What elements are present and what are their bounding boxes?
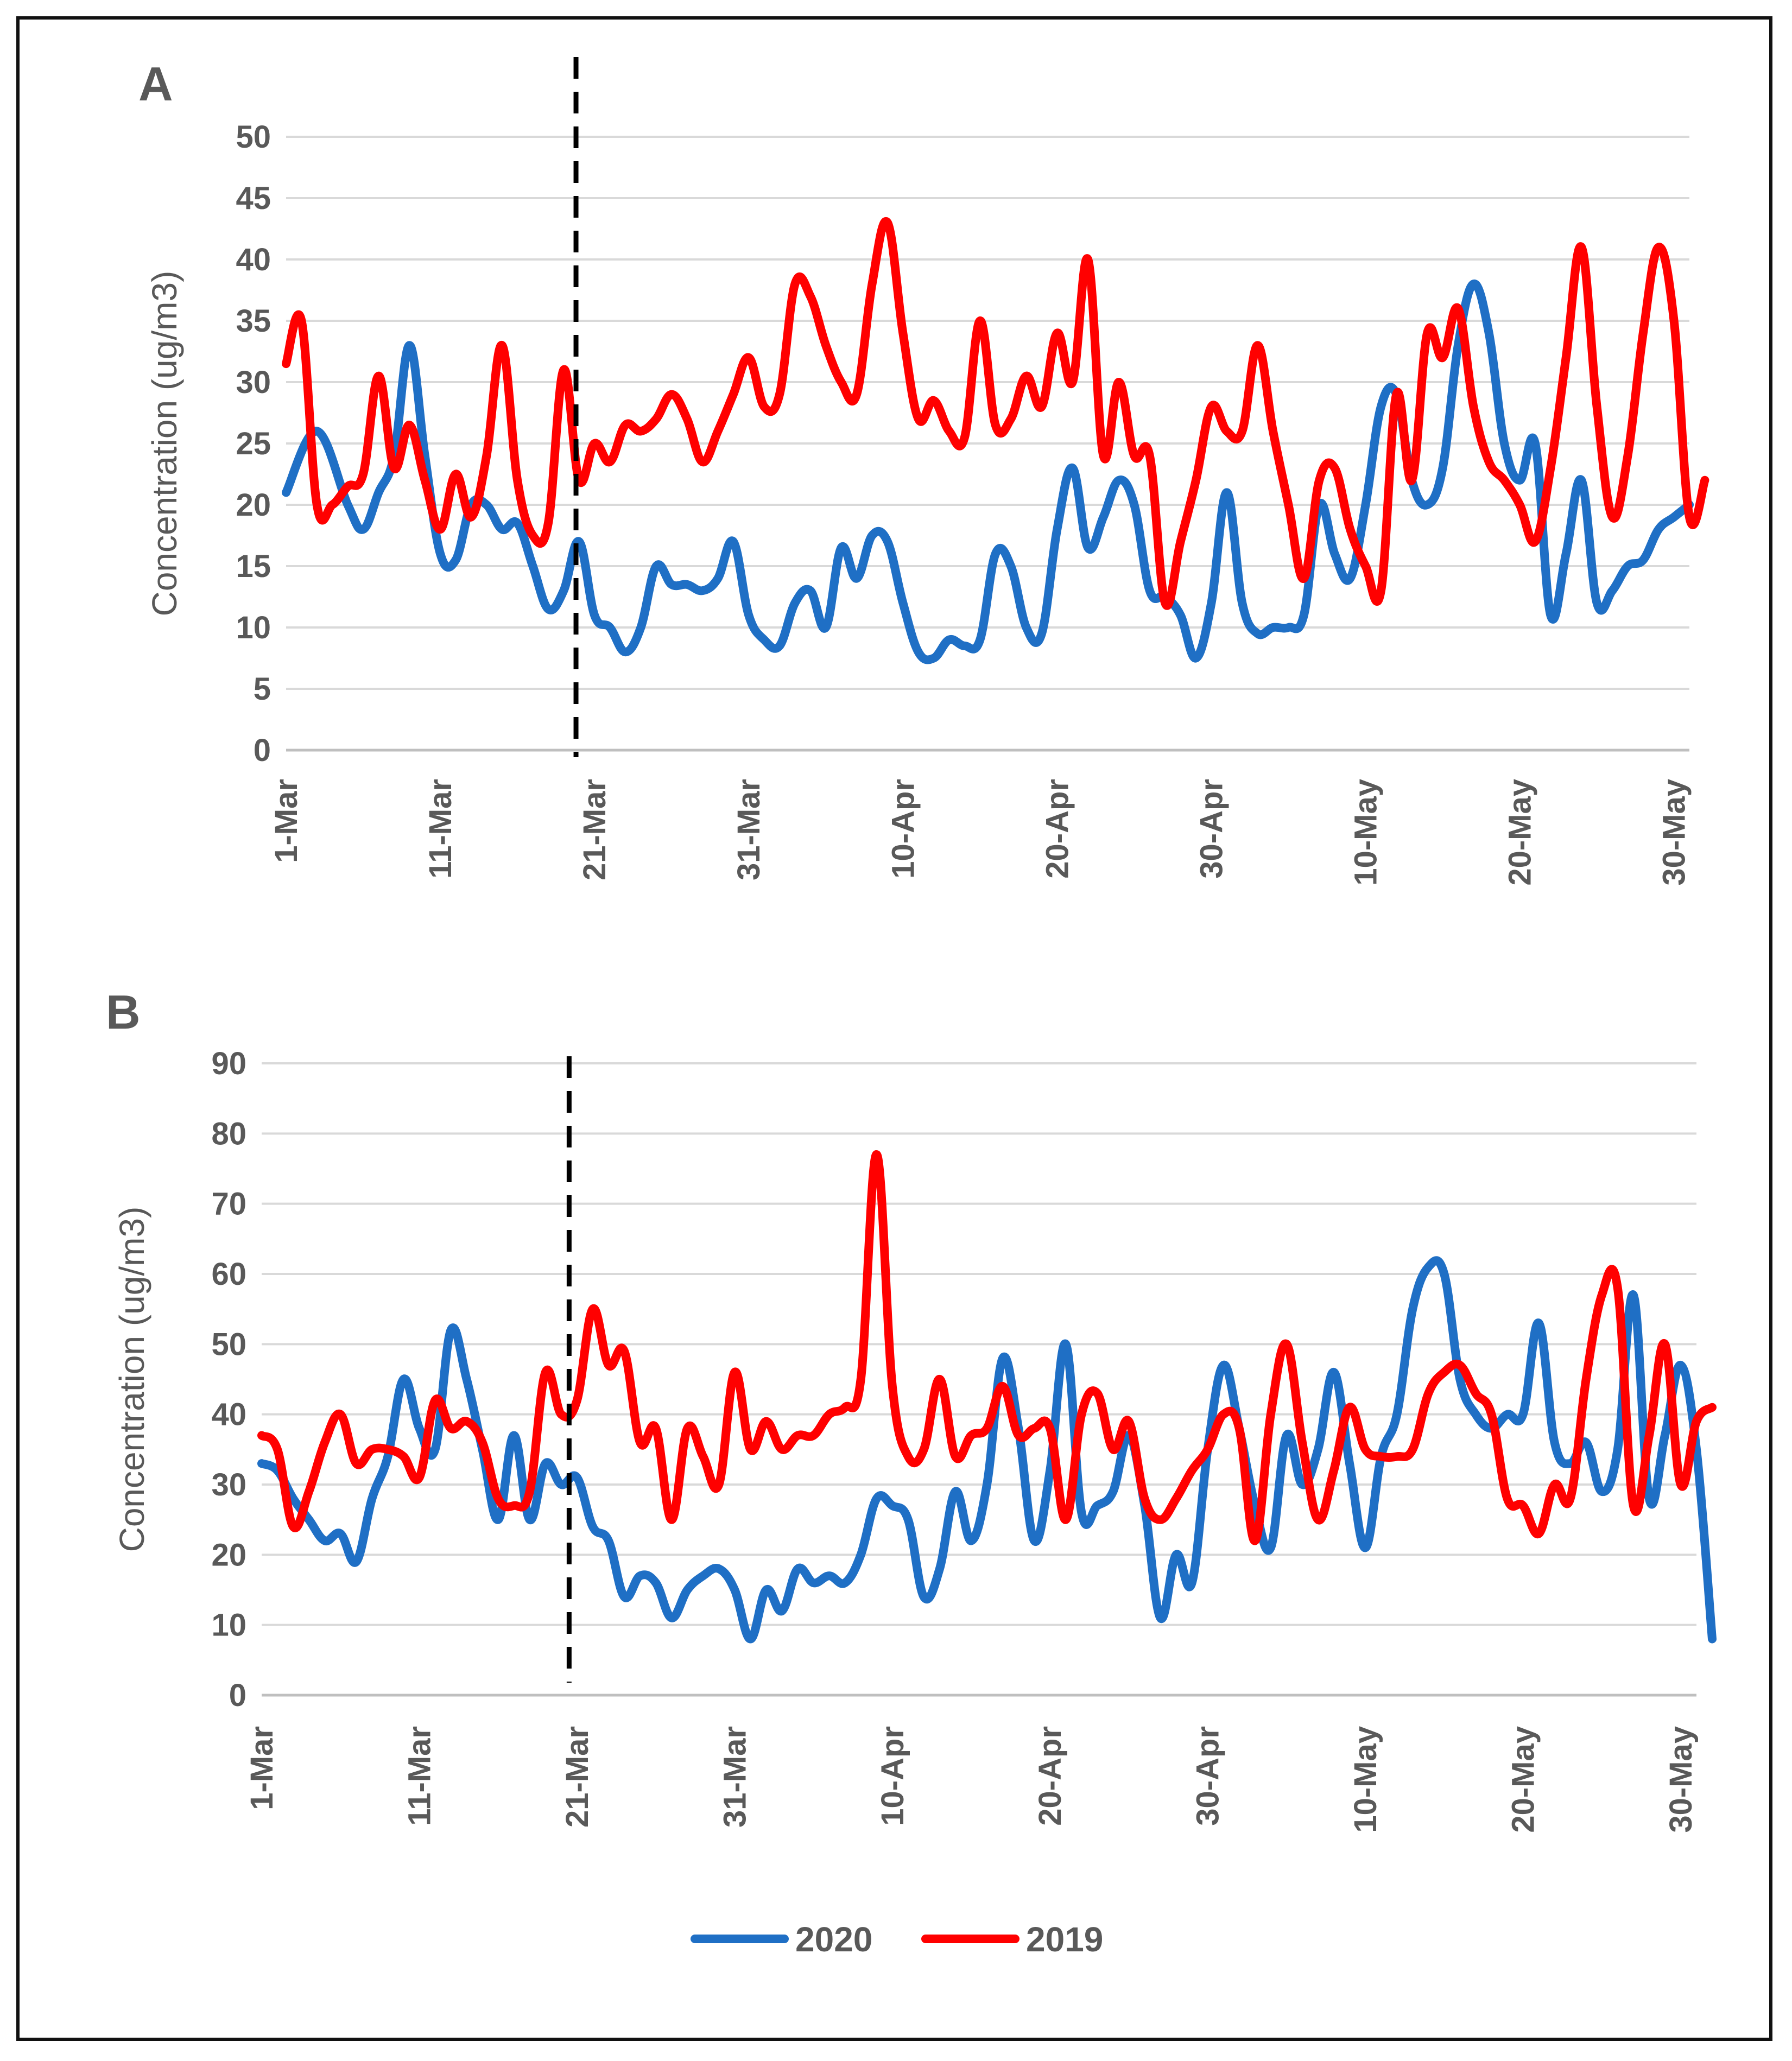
x-tick-label: 30-May [1663,1726,1699,1833]
x-tick-label: 11-Mar [402,1726,437,1826]
x-tick-label: 30-Apr [1191,1726,1226,1826]
y-axis-title: Concentration (ug/m3) [112,1207,151,1552]
x-tick-label: 10-May [1348,779,1384,886]
y-tick-label: 10 [236,610,271,645]
x-tick-label: 10-Apr [875,1726,910,1826]
x-tick-label: 20-Apr [1033,1726,1068,1826]
y-tick-label: 10 [211,1608,246,1643]
series-line-2019 [282,217,1709,610]
y-tick-label: 20 [211,1537,246,1572]
y-tick-label: 35 [236,303,271,339]
x-tick-label: 31-Mar [717,1726,752,1828]
y-tick-label: 90 [211,1046,246,1081]
x-tick-label: 30-Apr [1194,779,1229,879]
y-tick-label: 20 [236,487,271,523]
series-line-2020 [282,280,1694,664]
x-tick-label: 20-May [1506,1726,1541,1833]
x-tick-label: 21-Mar [577,779,612,880]
x-tick-label: 10-May [1348,1726,1383,1833]
panel-label: A [138,57,173,111]
y-tick-label: 50 [211,1327,246,1362]
y-tick-label: 30 [236,365,271,400]
y-tick-label: 60 [211,1257,246,1292]
x-tick-label: 31-Mar [731,779,767,880]
y-tick-label: 0 [254,733,271,768]
x-tick-label: 1-Mar [269,779,304,863]
x-tick-label: 21-Mar [560,1726,595,1828]
y-tick-label: 70 [211,1187,246,1222]
x-tick-label: 30-May [1657,779,1692,886]
panel-a: A 0 5 10 15 20 25 30 35 40 45 50 1-Mar 11-Mar 21-Mar 31… [138,57,1709,886]
x-tick-label: 11-Mar [423,779,458,879]
legend-label-2020: 2020 [795,1920,872,1959]
panel-b: B 0 10 20 30 40 50 60 70 80 90 1-Mar 11-Mar 21-Mar 31-… [106,985,1717,1833]
series-line-2019 [257,1150,1717,1545]
x-tick-label: 10-Apr [885,779,921,879]
legend: 2020 2019 [691,1920,1103,1959]
y-tick-label: 25 [236,426,271,461]
y-tick-label: 15 [236,549,271,584]
y-tick-label: 50 [236,119,271,155]
x-tick-label: 20-Apr [1040,779,1075,879]
x-tick-label: 20-May [1503,779,1538,886]
y-tick-label: 0 [229,1678,246,1713]
legend-label-2019: 2019 [1026,1920,1103,1959]
x-tick-label: 1-Mar [244,1726,280,1810]
y-tick-label: 5 [254,671,271,707]
y-axis-title: Concentration (ug/m3) [145,271,184,617]
y-tick-label: 40 [236,242,271,277]
y-tick-label: 45 [236,181,271,216]
y-tick-label: 40 [211,1397,246,1432]
y-tick-label: 30 [211,1467,246,1502]
y-tick-label: 80 [211,1116,246,1151]
panel-label: B [106,985,141,1039]
